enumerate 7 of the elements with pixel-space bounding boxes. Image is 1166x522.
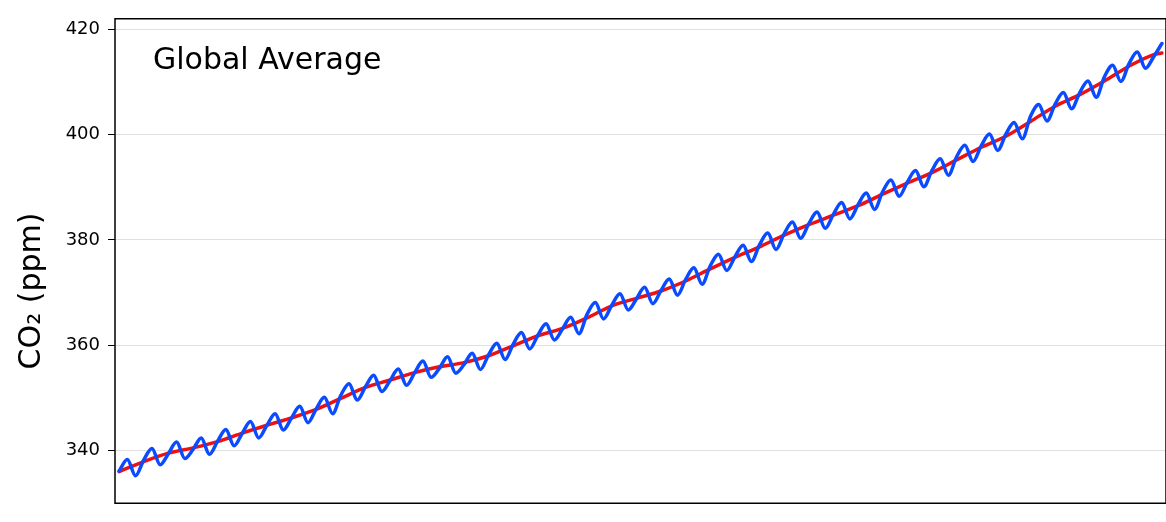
y-tick-label: 380 <box>65 227 100 249</box>
annotation: Global Average <box>153 40 382 76</box>
y-tick-label: 420 <box>65 17 100 38</box>
y-tick-label: 340 <box>65 438 100 460</box>
y-tick-label: 360 <box>65 332 100 354</box>
y-axis-title: CO₂ (ppm) <box>12 212 47 370</box>
y-tick-label: 400 <box>65 122 100 144</box>
